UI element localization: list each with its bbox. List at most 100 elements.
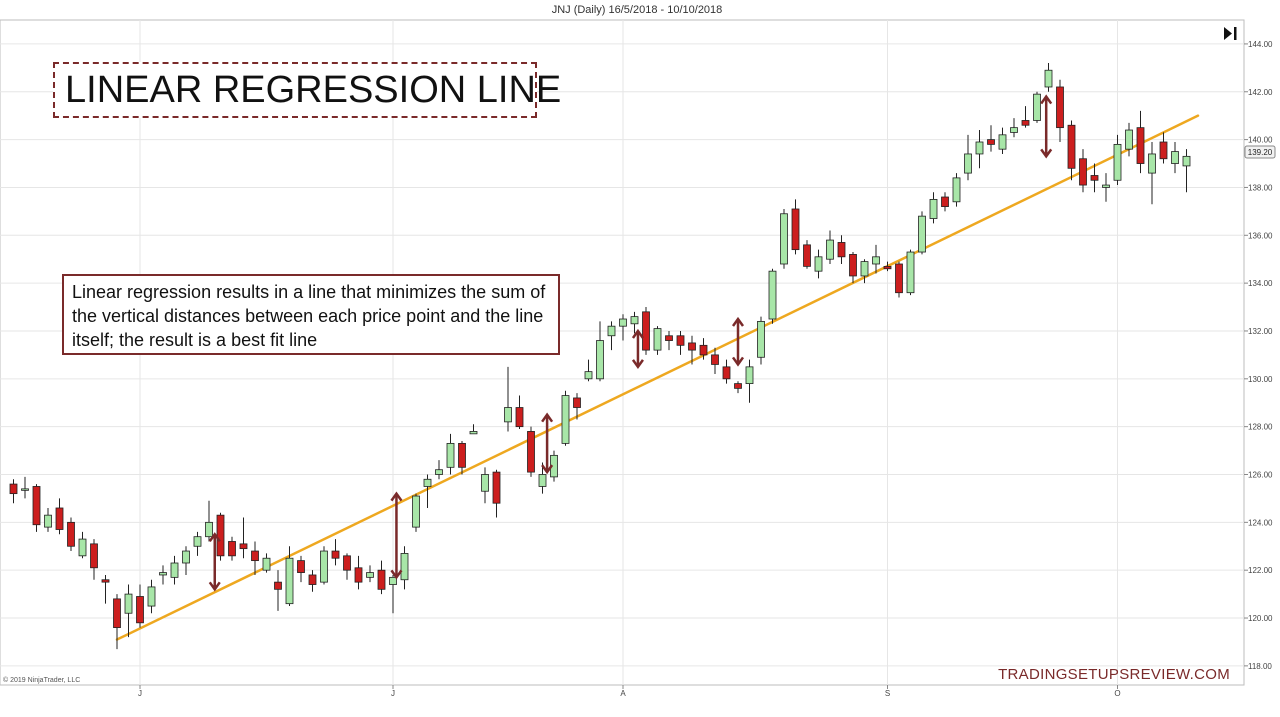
candle-down <box>941 192 949 212</box>
candle-body <box>435 469 443 475</box>
candle-up <box>469 424 478 435</box>
candle-body <box>745 366 754 384</box>
arrow-head-up <box>631 328 644 339</box>
end-bar-icon <box>1234 27 1237 40</box>
candle-body <box>1182 155 1191 167</box>
candle-down <box>665 330 673 351</box>
candle-down <box>1079 149 1087 193</box>
candle-body <box>607 325 616 337</box>
x-tick-label: S <box>885 689 890 698</box>
y-tick-label: 122.00 <box>1248 566 1273 575</box>
candle-body <box>147 586 156 607</box>
candle-up <box>262 553 271 573</box>
candle-down <box>274 570 282 611</box>
regression-line-group <box>115 114 1200 641</box>
x-tick-label: A <box>620 689 626 698</box>
deviation-arrow <box>1040 94 1053 159</box>
candle-up <box>607 321 616 351</box>
candle-up <box>906 249 915 296</box>
candle-up <box>596 321 604 382</box>
watermark-text: TRADINGSETUPSREVIEW.COM <box>998 666 1230 683</box>
candle-body <box>722 366 731 380</box>
candle-down <box>354 555 363 590</box>
y-tick-label: 120.00 <box>1248 614 1273 623</box>
candle-body <box>446 442 455 468</box>
candle-body <box>1010 127 1018 133</box>
candle-up <box>205 500 213 542</box>
candle-body <box>734 383 742 389</box>
y-tick-label: 130.00 <box>1248 375 1273 384</box>
scroll-to-end-button[interactable] <box>1218 24 1240 42</box>
candle-down <box>895 261 903 298</box>
candle-body <box>780 213 788 265</box>
candle-up <box>860 259 869 284</box>
deviation-arrows <box>208 94 1053 592</box>
copyright-text: © 2019 NinjaTrader, LLC <box>3 676 80 684</box>
candle-down <box>308 570 317 592</box>
candle-up <box>1125 122 1133 157</box>
candle-body <box>941 196 949 207</box>
candle-up <box>745 359 754 403</box>
y-tick-label: 140.00 <box>1248 136 1273 145</box>
candle-up <box>1113 134 1122 186</box>
candle-body <box>1021 120 1030 126</box>
arrow-head-up <box>541 412 554 423</box>
y-tick-label: 138.00 <box>1248 183 1273 192</box>
annotation-box: Linear regression results in a line that… <box>62 274 560 355</box>
candle-body <box>814 256 823 272</box>
deviation-arrow <box>731 316 745 367</box>
candle-body <box>1044 69 1053 88</box>
candle-down <box>734 381 742 394</box>
candle-down <box>101 574 110 604</box>
arrow-head-up <box>731 316 745 327</box>
candle-body <box>1090 175 1099 181</box>
candle-down <box>837 235 846 264</box>
candle-body <box>366 572 374 578</box>
candle-up <box>1102 173 1110 202</box>
candle-body <box>492 471 501 504</box>
deviation-arrow <box>390 491 403 580</box>
candle-up <box>412 493 420 532</box>
candle-down <box>1021 106 1030 128</box>
x-tick-label: O <box>1114 689 1120 698</box>
candle-body <box>538 474 547 487</box>
candle-up <box>814 249 823 279</box>
candle-body <box>469 431 478 435</box>
arrow-head-up <box>390 491 403 502</box>
candle-up <box>561 390 570 446</box>
candle-body <box>285 557 294 605</box>
candle-up <box>780 208 788 269</box>
candle-body <box>239 543 248 550</box>
candle-up <box>1182 149 1191 193</box>
arrow-head-down <box>541 464 554 475</box>
candle-down <box>239 517 248 559</box>
candle-body <box>32 486 41 526</box>
candle-up <box>147 579 156 614</box>
candle-body <box>584 371 593 380</box>
candle-body <box>630 316 639 325</box>
candle-down <box>722 359 731 384</box>
candle-body <box>711 354 719 365</box>
candle-body <box>44 514 52 528</box>
candle-body <box>481 474 489 492</box>
candle-up <box>1148 141 1156 205</box>
candle-body <box>791 208 800 251</box>
candle-up <box>757 316 765 365</box>
candle-body <box>251 550 259 562</box>
candle-down <box>216 512 225 561</box>
deviation-arrow <box>208 532 221 592</box>
candle-body <box>136 596 144 624</box>
candle-up <box>918 211 926 255</box>
candle-down <box>711 347 719 375</box>
candle-down <box>9 479 18 504</box>
candle-up <box>872 244 880 274</box>
candle-body <box>320 550 328 583</box>
candle-body <box>182 550 190 564</box>
candle-up <box>423 474 432 508</box>
x-tick-label: J <box>391 689 395 698</box>
candle-up <box>584 359 593 382</box>
candle-down <box>228 536 236 561</box>
candle-down <box>251 541 259 575</box>
candle-body <box>354 567 363 583</box>
